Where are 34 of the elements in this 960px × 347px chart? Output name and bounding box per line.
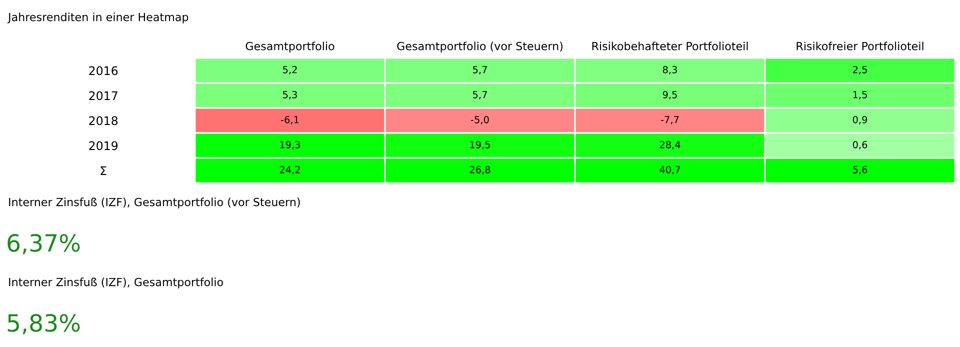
data-label: -5,0 (470, 116, 489, 124)
data-label: 9,5 (662, 90, 677, 100)
data-label: 26,8 (470, 166, 490, 174)
data-label: 0,6 (852, 140, 868, 150)
y-tick-label: 2019 (89, 141, 118, 150)
data-label: 40,7 (660, 166, 680, 174)
y-tick-label: 2018 (89, 116, 118, 126)
text: Interner Zinsfuß (IZF), Gesamtportfolio (9, 278, 223, 288)
data-label: 5,2 (283, 66, 297, 74)
x-tick-label: Gesamtportfolio (vor Steuern) (397, 42, 562, 52)
data-label: 24,2 (280, 166, 300, 174)
x-tick-label: Risikobehafteter Portfolioteil (592, 42, 748, 50)
data-label: 19,3 (280, 140, 300, 150)
data-label: 19,5 (470, 140, 490, 150)
data-label: 5,7 (473, 91, 487, 100)
data-label: 5,7 (473, 66, 487, 74)
text: 6,37% (8, 234, 80, 254)
y-tick-label: Σ (100, 166, 106, 175)
data-label: -6,1 (280, 116, 299, 124)
x-tick-label: Gesamtportfolio (246, 42, 334, 52)
x-tick-label: Risikofreier Portfolioteil (796, 42, 924, 50)
data-label: 5,6 (853, 166, 868, 174)
data-label: 2,5 (852, 66, 867, 74)
data-label: 1,5 (853, 91, 867, 100)
y-tick-label: 2016 (89, 66, 118, 76)
text: Jahresrenditen in einer Heatmap (7, 12, 188, 24)
data-label: -7,7 (660, 116, 679, 124)
text: 5,83% (8, 314, 80, 334)
data-label: 0,9 (852, 116, 868, 124)
text: Interner Zinsfuß (IZF), Gesamtportfolio (vor Steuern) (9, 198, 300, 208)
data-label: 28,4 (660, 140, 680, 150)
data-label: 8,3 (662, 66, 677, 74)
data-label: 5,3 (283, 90, 297, 100)
y-tick-label: 2017 (89, 91, 118, 100)
